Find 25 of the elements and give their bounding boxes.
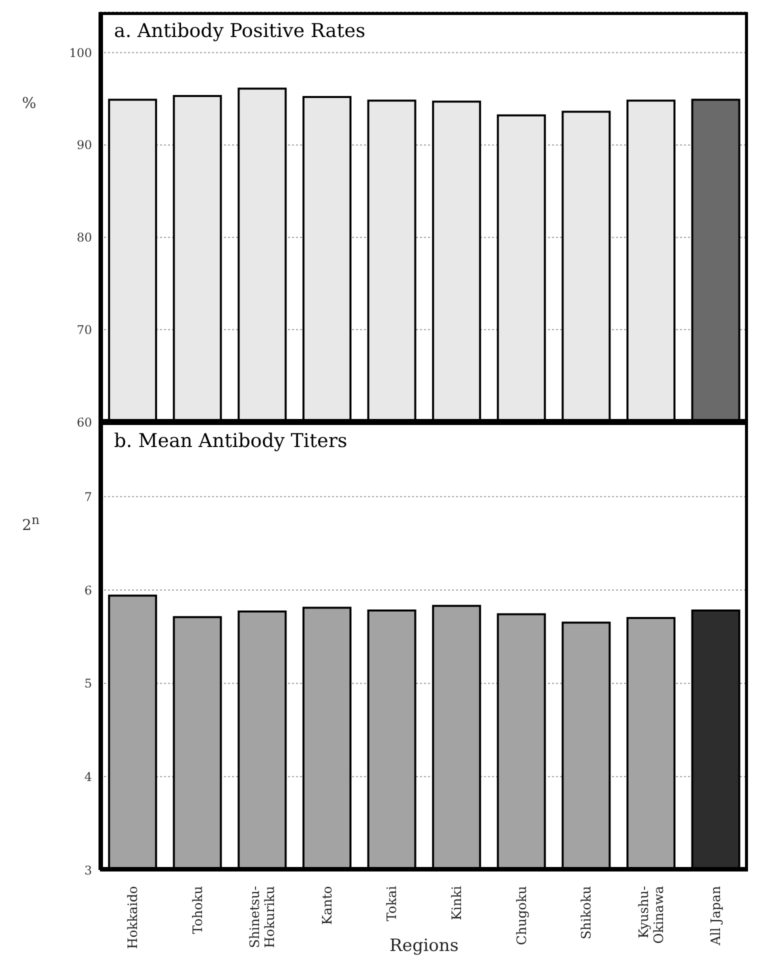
y-axis-title: 2$^{n}$ (22, 512, 40, 534)
y-tick-label: 100 (69, 46, 92, 60)
y-tick-label: 60 (76, 415, 92, 430)
y-tick-label: 80 (76, 230, 92, 245)
x-tick-label: Kanto (320, 886, 336, 925)
x-tick-label: Kyushu-Okinawa (636, 886, 667, 944)
y-tick-label: 4 (84, 770, 92, 784)
y-tick-label: 70 (76, 322, 92, 337)
y-tick-label: 3 (84, 863, 92, 878)
y-tick-label: 7 (84, 490, 92, 504)
y-axis-title: % (22, 94, 36, 112)
x-tick-label: Shinetsu-Hokuriku (248, 886, 278, 948)
x-tick-label: Tohoku (190, 886, 206, 934)
x-tick-label: Shikoku (580, 886, 595, 940)
y-tick-label: 5 (84, 676, 92, 691)
x-tick-label: All Japan (709, 885, 724, 946)
x-tick-label: Chugoku (514, 886, 530, 946)
x-tick-label: Tokai (385, 886, 400, 922)
x-tick-label: Hokkaido (126, 886, 141, 949)
y-tick-label: 90 (76, 138, 92, 152)
x-axis-title: Regions (385, 936, 463, 956)
chart-title: a. Antibody Positive Rates (114, 20, 366, 42)
x-tick-label: Kinki (450, 886, 465, 920)
text: b. Mean Antibody Titers (114, 430, 348, 452)
y-tick-label: 6 (84, 583, 92, 598)
